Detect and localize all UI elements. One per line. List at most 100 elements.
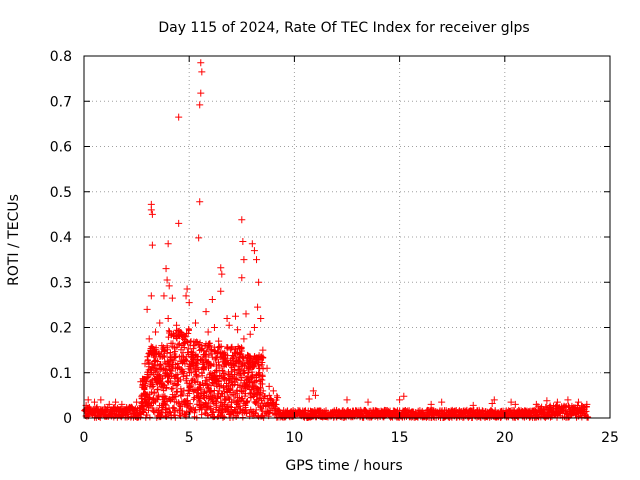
data-point [182, 292, 190, 300]
data-point [162, 369, 170, 377]
band-point [124, 411, 131, 418]
band-point [222, 397, 229, 404]
data-point [210, 324, 218, 331]
data-point [196, 101, 204, 109]
band-point [172, 408, 179, 415]
band-point [259, 381, 266, 388]
data-points [82, 59, 591, 409]
data-point [175, 219, 183, 227]
band-point [241, 367, 248, 374]
data-point [274, 394, 282, 402]
data-point [396, 396, 404, 404]
y-tick-label: 0.3 [50, 275, 72, 291]
data-point [254, 303, 262, 311]
band-point [163, 395, 170, 402]
data-point [147, 292, 155, 300]
data-point [164, 240, 172, 248]
band-point [157, 414, 164, 421]
band-point [171, 393, 178, 400]
y-tick-label: 0.8 [50, 49, 72, 65]
band-point [233, 413, 240, 420]
x-tick-label: 25 [601, 430, 619, 446]
band-point [182, 413, 189, 420]
band-point [239, 414, 246, 421]
band-point [218, 343, 225, 350]
band-point [255, 362, 262, 369]
band-point [150, 383, 157, 390]
y-tick-label: 0.4 [50, 230, 72, 246]
data-point [253, 355, 261, 363]
data-point [574, 398, 582, 406]
data-point [206, 346, 214, 354]
y-tick-label: 0.2 [50, 321, 72, 337]
data-point [183, 285, 191, 293]
band-point [172, 393, 179, 400]
band-point [234, 387, 241, 394]
data-point [488, 400, 496, 408]
data-point [240, 335, 248, 343]
band-point [206, 371, 213, 378]
band-point [230, 389, 237, 396]
data-point [118, 400, 126, 408]
data-point [244, 369, 252, 377]
data-point [238, 216, 246, 224]
data-point [198, 68, 206, 76]
data-point [187, 369, 195, 377]
data-point [197, 59, 205, 67]
data-point [158, 342, 166, 350]
band-point [161, 354, 168, 361]
band-point [228, 343, 235, 350]
data-point [227, 344, 235, 352]
data-point [564, 396, 572, 404]
band-point [188, 381, 195, 388]
band-point [168, 373, 175, 380]
data-point [141, 360, 149, 368]
data-point [91, 398, 99, 406]
band-point [162, 401, 169, 408]
data-point [427, 400, 435, 408]
band-point [228, 404, 235, 411]
band-point [247, 394, 254, 401]
band-point [213, 398, 220, 405]
data-point [202, 308, 210, 316]
band-point [174, 381, 181, 388]
data-point [168, 294, 176, 302]
band-point [144, 353, 151, 360]
band-point [241, 393, 248, 400]
band-point [249, 373, 256, 380]
data-point [239, 238, 247, 246]
band-point [177, 385, 184, 392]
data-point [148, 241, 156, 249]
band-point [183, 375, 190, 382]
band-point [205, 352, 212, 359]
band-point [240, 368, 247, 375]
axis-ticks [83, 55, 611, 419]
data-point [469, 401, 477, 409]
data-point [145, 335, 153, 343]
data-point [166, 353, 174, 361]
noise-floor-band [81, 325, 592, 421]
data-point [248, 240, 256, 248]
band-point [250, 363, 257, 370]
band-point [218, 409, 225, 416]
data-point [532, 400, 540, 408]
data-point [238, 274, 246, 282]
band-point [221, 413, 228, 420]
data-point [192, 319, 200, 327]
data-point [200, 351, 208, 359]
grid-lines [84, 56, 610, 418]
band-point [152, 368, 159, 375]
y-tick-label: 0.5 [50, 185, 72, 201]
band-point [154, 396, 161, 403]
band-point [164, 346, 171, 353]
band-point [194, 357, 201, 364]
band-point [198, 369, 205, 376]
data-point [364, 398, 372, 406]
data-point [257, 314, 265, 322]
data-point [507, 398, 515, 406]
band-point [185, 345, 192, 352]
band-point [208, 361, 215, 368]
band-point [194, 373, 201, 380]
data-point [105, 400, 113, 408]
band-point [260, 354, 267, 361]
